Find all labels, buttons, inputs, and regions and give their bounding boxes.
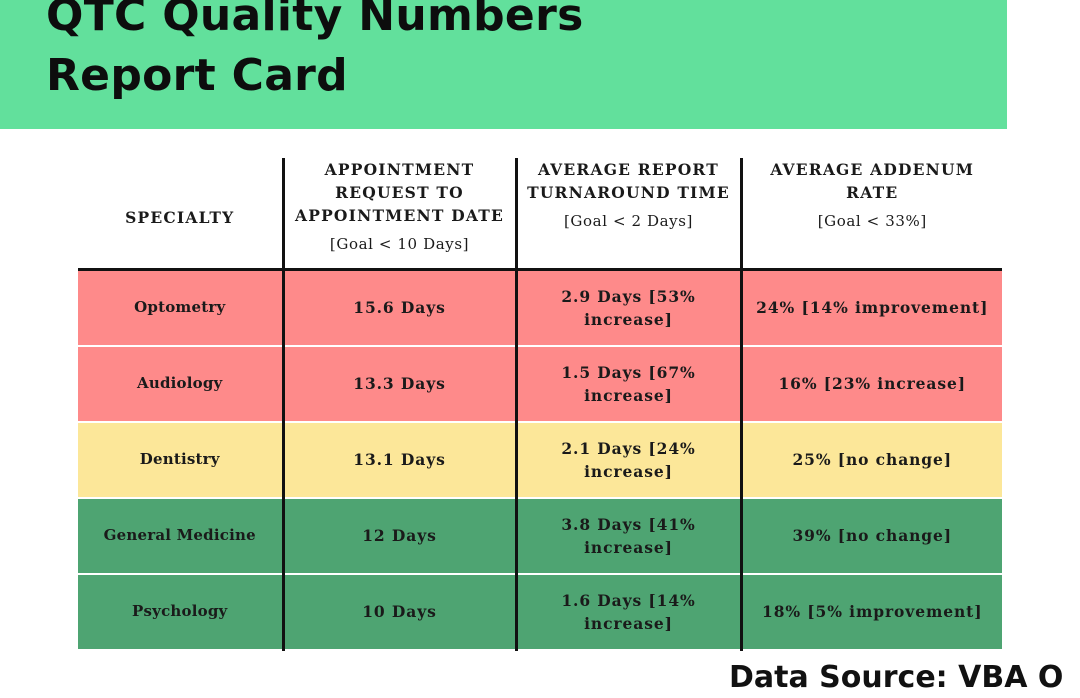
addendum-cell: 24% [14% improvement] (739, 269, 1002, 347)
table-row: Audiology 13.3 Days 1.5 Days [67% increa… (78, 345, 1002, 423)
turnaround-cell: 3.8 Days [41% increase] (514, 497, 741, 575)
column-goal: [Goal < 10 Days] (329, 235, 470, 253)
column-header-addendum: AVERAGE ADDENUM RATE [Goal < 33%] (739, 158, 1002, 271)
title-banner: QTC Quality Numbers Report Card (0, 0, 1007, 129)
turnaround-cell: 1.5 Days [67% increase] (514, 345, 741, 423)
column-header-label: AVERAGE ADDENUM RATE (770, 160, 975, 202)
column-goal: [Goal < 33%] (817, 212, 927, 230)
appointment-cell: 13.3 Days (281, 345, 516, 423)
column-header-label: APPOINTMENT REQUEST TO APPOINTMENT DATE (294, 160, 505, 225)
title-line-2: Report Card (46, 50, 348, 101)
turnaround-cell: 2.1 Days [24% increase] (514, 421, 741, 499)
specialty-cell: Psychology (78, 573, 283, 651)
column-header-label: SPECIALTY (125, 207, 235, 227)
column-goal: [Goal < 2 Days] (563, 212, 693, 230)
table-row: Optometry 15.6 Days 2.9 Days [53% increa… (78, 269, 1002, 347)
addendum-cell: 18% [5% improvement] (739, 573, 1002, 651)
addendum-cell: 39% [no change] (739, 497, 1002, 575)
turnaround-cell: 2.9 Days [53% increase] (514, 269, 741, 347)
table-row: Dentistry 13.1 Days 2.1 Days [24% increa… (78, 421, 1002, 499)
page-title: QTC Quality Numbers Report Card (46, 0, 584, 106)
appointment-cell: 15.6 Days (281, 269, 516, 347)
report-card-table: SPECIALTY APPOINTMENT REQUEST TO APPOINT… (78, 158, 1002, 651)
turnaround-cell: 1.6 Days [14% increase] (514, 573, 741, 651)
table-row: Psychology 10 Days 1.6 Days [14% increas… (78, 573, 1002, 651)
specialty-cell: General Medicine (78, 497, 283, 575)
data-source-note: Data Source: VBA O (729, 660, 1064, 695)
table-header-row: SPECIALTY APPOINTMENT REQUEST TO APPOINT… (78, 158, 1002, 271)
appointment-cell: 13.1 Days (281, 421, 516, 499)
appointment-cell: 10 Days (281, 573, 516, 651)
specialty-cell: Dentistry (78, 421, 283, 499)
addendum-cell: 16% [23% increase] (739, 345, 1002, 423)
column-header-turnaround: AVERAGE REPORT TURNAROUND TIME [Goal < 2… (514, 158, 741, 271)
column-header-appointment: APPOINTMENT REQUEST TO APPOINTMENT DATE … (281, 158, 516, 271)
column-header-specialty: SPECIALTY (78, 158, 283, 271)
appointment-cell: 12 Days (281, 497, 516, 575)
table-row: General Medicine 12 Days 3.8 Days [41% i… (78, 497, 1002, 575)
title-line-1: QTC Quality Numbers (46, 0, 584, 41)
addendum-cell: 25% [no change] (739, 421, 1002, 499)
column-header-label: AVERAGE REPORT TURNAROUND TIME (527, 160, 730, 202)
specialty-cell: Optometry (78, 269, 283, 347)
specialty-cell: Audiology (78, 345, 283, 423)
